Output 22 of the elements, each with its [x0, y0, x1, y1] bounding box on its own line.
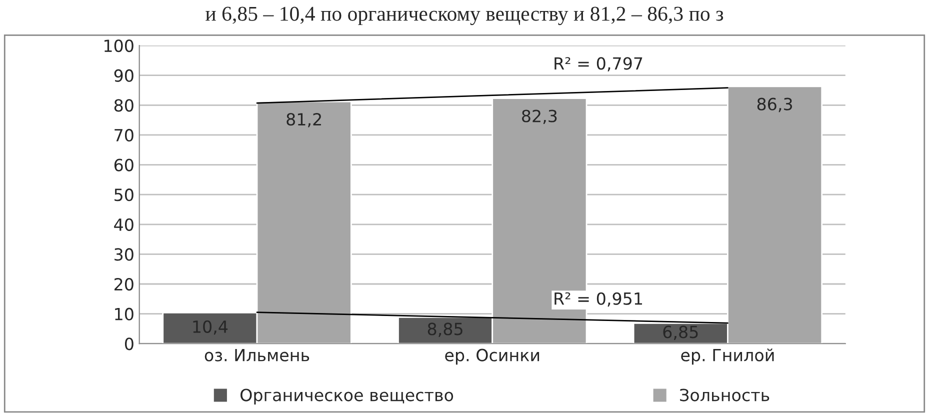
annotation: R² = 0,951 [554, 292, 642, 307]
legend-label: Зольность [680, 388, 770, 402]
x-tick-label: ер. Осинки [445, 348, 540, 365]
data-label: 81,2 [286, 112, 321, 128]
y-tick-label: 10 [115, 308, 134, 320]
y-tick-label: 70 [114, 128, 134, 142]
y-tick-label: 50 [114, 188, 134, 202]
x-tick-label: оз. Ильмень [204, 348, 310, 362]
data-label: 86,3 [757, 98, 792, 112]
y-tick-label: 80 [114, 99, 134, 112]
legend-label: Органическое вещество [240, 388, 454, 405]
y-tick-label: 90 [114, 69, 134, 82]
annotation: R² = 0,797 [554, 57, 642, 72]
y-tick-label: 100 [104, 40, 134, 52]
y-tick-label: 0 [124, 338, 134, 350]
y-tick-label: 40 [114, 218, 134, 231]
text: и 6,85 – 10,4 по органическому веществу и 81,2 – 86,3 по з [206, 6, 724, 26]
x-tick-label: ер. Гнилой [681, 348, 774, 365]
data-label: 82,3 [522, 110, 557, 124]
y-tick-label: 30 [114, 248, 134, 261]
y-tick-label: 60 [114, 158, 134, 172]
y-tick-label: 20 [114, 278, 134, 291]
